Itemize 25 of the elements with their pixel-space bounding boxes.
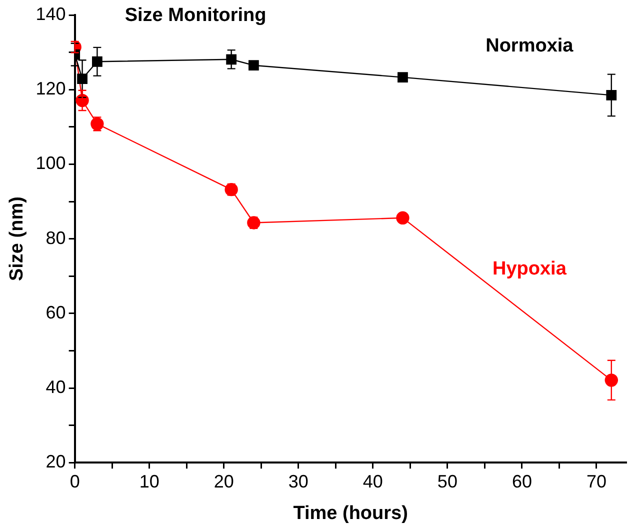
y-tick-label: 80 [46,228,66,248]
point [604,374,618,387]
y-tick-label: 20 [46,452,66,472]
x-tick-label: 30 [288,471,308,492]
chart-title: Size Monitoring [124,5,266,26]
x-tick-label: 40 [362,471,383,492]
x-tick-label: 50 [437,471,458,492]
x-tick-label: 20 [214,471,234,492]
point [398,72,408,82]
x-tick-label: 0 [70,471,80,492]
y-tick-label: 100 [36,153,66,174]
y-axis-title: Size (nm) [6,196,28,282]
x-tick-label: 10 [139,471,160,492]
y-tick-label: 60 [46,302,66,322]
y-tick-label: 40 [46,376,66,397]
point [396,211,410,225]
x-tick-label: 60 [512,471,532,492]
y-tick-label: 120 [36,78,66,99]
point [606,90,617,100]
x-axis-title: Time (hours) [293,502,408,524]
series-label: Normoxia [486,35,574,56]
y-tick-label: 140 [36,4,66,24]
series-label: Hypoxia [492,258,567,280]
point [248,60,259,71]
x-tick-label: 70 [586,471,607,492]
